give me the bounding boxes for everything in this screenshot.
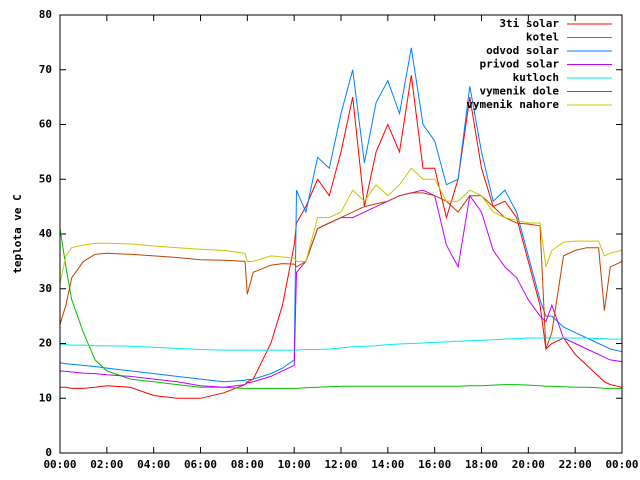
series-line [59, 47, 623, 383]
series-line [59, 192, 623, 350]
x-tick-label: 00:00 [43, 458, 76, 471]
legend-label: vymenik nahore [466, 98, 559, 111]
x-tick-label: 00:00 [605, 458, 638, 471]
series-line [59, 189, 623, 388]
legend-label: kutloch [513, 71, 559, 84]
y-tick-label: 60 [39, 118, 52, 131]
x-tick-label: 18:00 [465, 458, 498, 471]
y-tick-label: 0 [45, 446, 52, 459]
plot-border [59, 14, 623, 454]
x-tick-label: 06:00 [184, 458, 217, 471]
y-tick-label: 50 [39, 172, 52, 185]
x-tick-label: 22:00 [559, 458, 592, 471]
legend-label: odvod solar [486, 44, 559, 57]
y-tick-label: 40 [39, 227, 52, 240]
legend-label: vymenik dole [480, 85, 560, 98]
y-axis-label: teplota ve C [11, 194, 24, 273]
y-tick-label: 30 [39, 282, 52, 295]
y-tick-label: 80 [39, 8, 52, 21]
x-tick-label: 08:00 [231, 458, 264, 471]
x-tick-label: 12:00 [324, 458, 357, 471]
series-line [59, 228, 622, 389]
y-tick-label: 20 [39, 337, 52, 350]
x-tick-label: 20:00 [512, 458, 545, 471]
y-tick-label: 10 [39, 391, 52, 404]
x-tick-label: 10:00 [278, 458, 311, 471]
series-line [60, 337, 622, 351]
x-tick-label: 02:00 [90, 458, 123, 471]
x-tick-label: 04:00 [137, 458, 170, 471]
x-tick-label: 16:00 [418, 458, 451, 471]
series-line [59, 167, 623, 284]
y-tick-label: 70 [39, 63, 52, 76]
legend-label: 3ti solar [499, 17, 559, 30]
legend-label: kotel [526, 31, 559, 44]
x-tick-label: 14:00 [371, 458, 404, 471]
legend-label: privod solar [480, 58, 560, 71]
series-line [60, 75, 623, 399]
